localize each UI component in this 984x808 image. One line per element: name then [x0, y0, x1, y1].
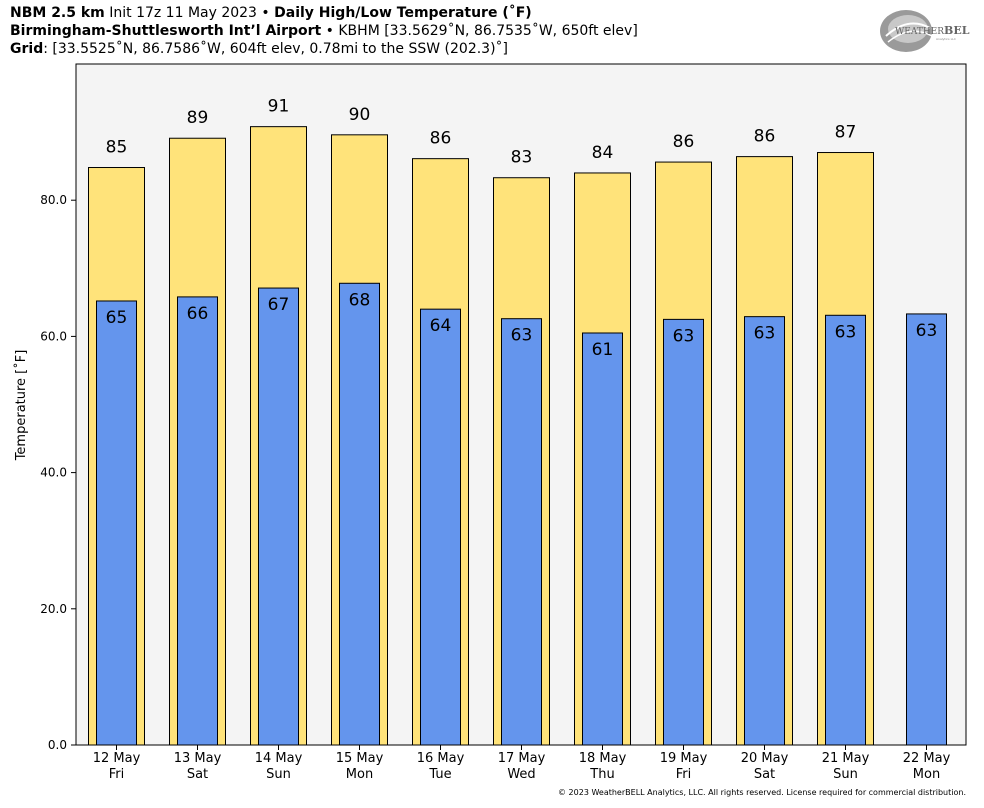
- grid-info: : [33.5525˚N, 86.7586˚W, 604ft elev, 0.7…: [43, 41, 509, 57]
- low-value-label: 63: [916, 321, 938, 341]
- model-name: NBM 2.5 km: [10, 5, 105, 21]
- low-bar: [258, 287, 299, 746]
- high-value-label: 90: [349, 105, 371, 125]
- station-info: • KBHM [33.5629˚N, 86.7535˚W, 650ft elev…: [321, 23, 638, 39]
- high-value-label: 87: [835, 123, 857, 143]
- init-time: Init 17z 11 May 2023 •: [104, 5, 275, 21]
- low-bar: [744, 316, 785, 746]
- product-title: Daily High/Low Temperature (˚F): [274, 5, 532, 21]
- logo-sub-text: Analytics LLC: [936, 37, 956, 41]
- header-line-3: Grid: [33.5525˚N, 86.7586˚W, 604ft elev,…: [10, 41, 508, 58]
- high-value-label: 86: [673, 132, 695, 152]
- low-bar: [582, 332, 623, 746]
- copyright-notice: © 2023 WeatherBELL Analytics, LLC. All r…: [558, 788, 966, 797]
- low-bar: [501, 318, 542, 746]
- y-tick-label: 20.0: [40, 602, 67, 616]
- y-tick-label: 0.0: [48, 738, 67, 752]
- x-tick-weekday: Fri: [109, 767, 125, 782]
- high-value-label: 84: [592, 143, 614, 163]
- x-tick-date: 18 May: [579, 751, 627, 766]
- low-value-label: 64: [430, 316, 452, 336]
- low-bar: [420, 308, 461, 746]
- y-tick-label: 60.0: [40, 329, 67, 343]
- high-value-label: 83: [511, 148, 533, 168]
- y-tick-label: 40.0: [40, 466, 67, 480]
- grid-label: Grid: [10, 41, 44, 57]
- x-tick-weekday: Thu: [589, 767, 614, 782]
- logo-weather-text: WEATHER: [895, 27, 944, 37]
- low-value-label: 67: [268, 295, 290, 315]
- logo-bell-text: BELL: [944, 24, 970, 37]
- header-line-1: NBM 2.5 km Init 17z 11 May 2023 • Daily …: [10, 5, 532, 22]
- low-value-label: 61: [592, 340, 614, 360]
- x-tick-weekday: Sat: [754, 767, 775, 782]
- high-value-label: 86: [430, 129, 452, 149]
- x-tick-weekday: Mon: [913, 767, 940, 782]
- low-bar: [177, 296, 218, 746]
- x-tick-date: 16 May: [417, 751, 465, 766]
- x-tick-weekday: Fri: [676, 767, 692, 782]
- low-value-label: 65: [106, 308, 128, 328]
- low-bar: [96, 300, 137, 746]
- low-value-label: 63: [754, 324, 776, 344]
- x-tick-date: 14 May: [255, 751, 303, 766]
- x-tick-date: 15 May: [336, 751, 384, 766]
- high-value-label: 85: [106, 138, 128, 158]
- x-tick-weekday: Sun: [833, 767, 858, 782]
- low-value-label: 66: [187, 304, 209, 324]
- low-value-label: 63: [511, 326, 533, 346]
- low-value-label: 63: [673, 326, 695, 346]
- x-tick-date: 13 May: [174, 751, 222, 766]
- x-tick-weekday: Tue: [428, 767, 451, 782]
- y-tick-label: 80.0: [40, 193, 67, 207]
- weatherbell-logo: WEATHERBELL Analytics LLC: [880, 10, 970, 52]
- x-tick-weekday: Sun: [266, 767, 291, 782]
- high-value-label: 89: [187, 108, 209, 128]
- value-labels: 85 65 89 66 91 67 90 68 86 64 83 63 84 61 86 63 86 63 87 63…: [106, 97, 938, 360]
- x-tick-date: 21 May: [822, 751, 870, 766]
- x-tick-date: 20 May: [741, 751, 789, 766]
- y-axis-label: Temperature [˚F]: [13, 350, 29, 462]
- low-value-label: 63: [835, 322, 857, 342]
- high-value-label: 86: [754, 127, 776, 147]
- low-bar: [339, 282, 380, 746]
- svg-text:WEATHERBELL: WEATHERBELL: [895, 24, 970, 37]
- high-value-label: 91: [268, 97, 290, 117]
- station-name: Birmingham-Shuttlesworth Intʼl Airport: [10, 23, 322, 39]
- y-axis: 0.0 20.0 40.0 60.0 80.0: [40, 193, 76, 752]
- low-value-label: 68: [349, 290, 371, 310]
- low-bar: [825, 314, 866, 746]
- x-tick-weekday: Wed: [507, 767, 535, 782]
- x-tick-date: 12 May: [93, 751, 141, 766]
- x-tick-date: 17 May: [498, 751, 546, 766]
- x-tick-weekday: Mon: [346, 767, 373, 782]
- x-tick-date: 19 May: [660, 751, 708, 766]
- low-series: [96, 282, 947, 746]
- x-tick-date: 22 May: [903, 751, 951, 766]
- low-bar: [663, 318, 704, 746]
- low-bar: [906, 313, 947, 746]
- x-tick-weekday: Sat: [187, 767, 208, 782]
- header-line-2: Birmingham-Shuttlesworth Intʼl Airport •…: [10, 23, 638, 40]
